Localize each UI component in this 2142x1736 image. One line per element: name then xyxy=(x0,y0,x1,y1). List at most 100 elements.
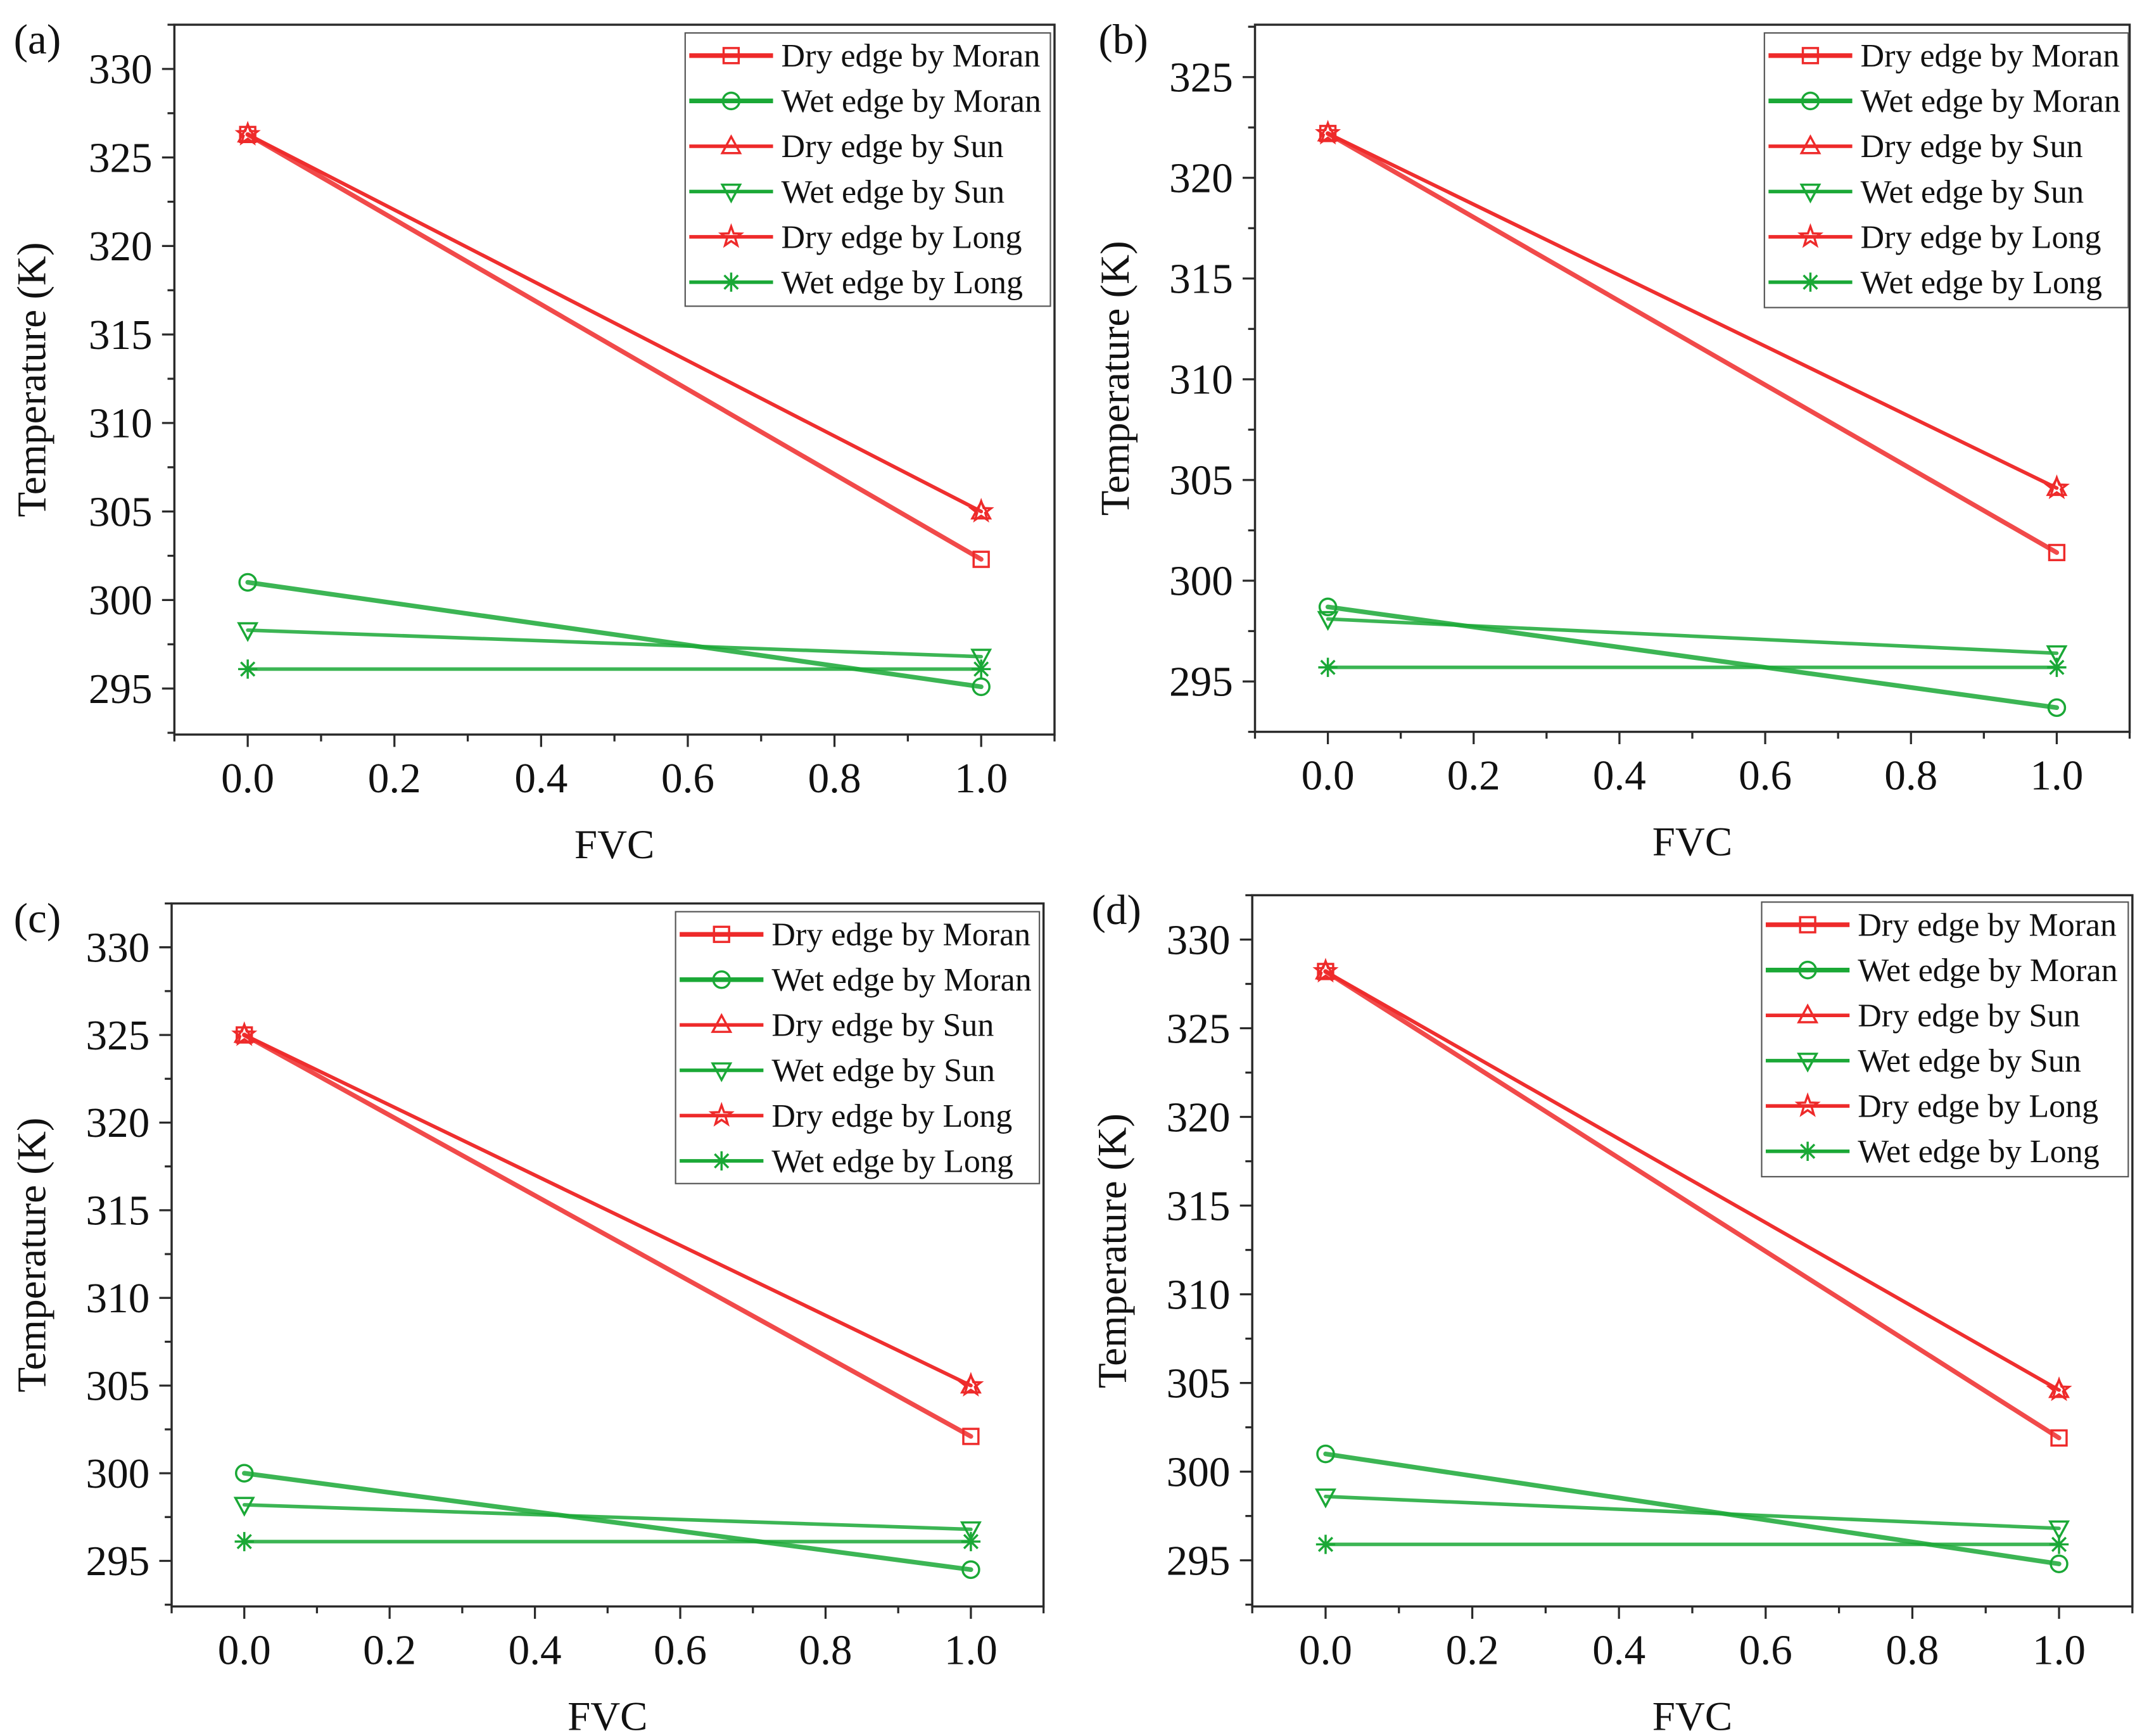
x-tick-label: 1.0 xyxy=(2030,752,2083,799)
x-tick-label: 0.4 xyxy=(1593,752,1646,799)
series-wet-edge-by-long xyxy=(234,1531,981,1552)
x-tick-label: 0.2 xyxy=(363,1626,416,1674)
series-wet-edge-by-sun xyxy=(233,1497,982,1542)
y-tick-label: 300 xyxy=(1167,1448,1231,1495)
x-tick-label: 0.0 xyxy=(221,754,274,802)
legend-entry-wet-edge-by-sun: Wet edge by Sun xyxy=(1765,1043,2081,1079)
x-tick-label: 0.2 xyxy=(368,754,421,802)
data-point-wet-edge-by-long xyxy=(238,659,258,679)
legend-swatch-marker xyxy=(1799,183,1822,204)
legend-entry-dry-edge-by-long: Dry edge by Long xyxy=(1765,1089,2098,1125)
data-point-dry-edge-by-long xyxy=(231,1021,258,1046)
y-tick-label: 325 xyxy=(1167,1004,1231,1052)
data-point-dry-edge-by-long xyxy=(2046,1376,2072,1402)
data-point-dry-edge-by-long xyxy=(2043,474,2070,500)
series-line-dry-edge-by-long xyxy=(242,1033,973,1388)
series-dry-edge-by-long xyxy=(231,1021,984,1397)
legend-entry-label: Wet edge by Sun xyxy=(1861,174,2084,210)
legend-swatch-marker xyxy=(1797,223,1824,248)
y-tick-label: 300 xyxy=(86,1450,150,1497)
legend-swatch-marker xyxy=(1797,1053,1819,1073)
data-point-dry-edge-by-long xyxy=(234,120,261,146)
legend-entry-dry-edge-by-sun: Dry edge by Sun xyxy=(689,129,1004,165)
legend-entry-label: Wet edge by Long xyxy=(1858,1134,2099,1170)
panel-label: (a) xyxy=(14,16,61,63)
legend-entry-label: Dry edge by Sun xyxy=(1858,998,2080,1034)
y-tick-label: 320 xyxy=(1169,155,1233,202)
y-tick-label: 330 xyxy=(89,46,153,93)
legend-entry-wet-edge-by-long: Wet edge by Long xyxy=(1768,265,2102,301)
legend-swatch-marker xyxy=(1801,272,1820,292)
data-point-wet-edge-by-moran xyxy=(1318,597,1338,617)
legend-box xyxy=(1763,32,2129,308)
x-tick-label: 0.0 xyxy=(218,1626,271,1674)
legend-entry-label: Dry edge by Moran xyxy=(1858,907,2117,943)
x-tick-label: 0.4 xyxy=(509,1626,562,1674)
x-tick-label: 0.8 xyxy=(799,1626,852,1674)
legend-entry-wet-edge-by-moran: Wet edge by Moran xyxy=(1765,953,2118,989)
data-point-wet-edge-by-sun xyxy=(233,1497,255,1517)
legend-swatch-marker xyxy=(712,970,731,989)
legend-entry-label: Wet edge by Long xyxy=(1861,265,2102,301)
y-tick-label: 315 xyxy=(1167,1182,1231,1229)
series-wet-edge-by-long xyxy=(1318,657,2067,677)
series-line-wet-edge-by-sun xyxy=(242,1503,973,1531)
legend-entry-label: Wet edge by Moran xyxy=(771,962,1031,998)
x-axis-label: FVC xyxy=(1652,1694,1732,1736)
x-tick-label: 0.6 xyxy=(654,1626,707,1674)
legend-swatch-marker xyxy=(1799,916,1816,934)
series-line-wet-edge-by-moran xyxy=(1323,1451,2062,1566)
data-point-dry-edge-by-moran xyxy=(972,550,990,568)
legend-swatch-marker xyxy=(718,223,744,248)
data-point-wet-edge-by-long xyxy=(961,1531,981,1552)
y-tick-label: 325 xyxy=(86,1011,150,1059)
y-axis-label: Temperature (K) xyxy=(10,242,55,517)
series-wet-edge-by-long xyxy=(238,659,991,679)
series-line-dry-edge-by-long xyxy=(1326,131,2059,490)
data-point-dry-edge-by-moran xyxy=(2050,1429,2068,1447)
legend-entry-label: Dry edge by Long xyxy=(771,1098,1012,1134)
legend-swatch-marker xyxy=(708,1101,735,1127)
data-point-wet-edge-by-moran xyxy=(238,573,257,592)
x-tick-label: 0.6 xyxy=(1739,752,1792,799)
series-wet-edge-by-moran xyxy=(1318,597,2067,718)
panel-c: 0.0 0.2 0.4 0.6 0.8 1.0 295 300 305 310 315 320 325 3… xyxy=(10,894,1045,1736)
legend-entry-label: Dry edge by Moran xyxy=(1861,38,2120,74)
y-tick-label: 320 xyxy=(86,1099,150,1146)
data-point-dry-edge-by-long xyxy=(968,498,994,523)
data-point-dry-edge-by-sun xyxy=(237,122,259,143)
data-point-wet-edge-by-moran xyxy=(961,1560,980,1580)
x-tick-label: 0.2 xyxy=(1446,1626,1499,1674)
x-tick-label: 1.0 xyxy=(944,1626,998,1674)
panel-a: 0.0 0.2 0.4 0.6 0.8 1.0 295 300 305 310 315 320 325 3… xyxy=(10,16,1056,868)
series-line-wet-edge-by-moran xyxy=(242,1471,973,1573)
y-tick-label: 330 xyxy=(86,923,150,971)
legend-entry-label: Wet edge by Long xyxy=(782,265,1023,301)
series-dry-edge-by-long xyxy=(1312,958,2072,1402)
y-tick-label: 305 xyxy=(89,488,153,535)
legend-swatch-marker xyxy=(1799,134,1822,155)
data-point-dry-edge-by-sun xyxy=(1314,960,1336,980)
y-tick-label: 295 xyxy=(86,1537,150,1585)
data-point-wet-edge-by-sun xyxy=(960,1521,982,1542)
data-point-wet-edge-by-sun xyxy=(2048,1520,2070,1541)
x-tick-label: 0.6 xyxy=(1739,1626,1792,1674)
legend-entry-dry-edge-by-moran: Dry edge by Moran xyxy=(1765,907,2117,943)
x-axis-label: FVC xyxy=(567,1694,647,1736)
legend-box xyxy=(1761,901,2129,1177)
legend-entry-dry-edge-by-long: Dry edge by Long xyxy=(689,219,1022,255)
legend-entry-dry-edge-by-long: Dry edge by Long xyxy=(680,1098,1012,1134)
legend-swatch-marker xyxy=(1801,91,1820,111)
series-line-dry-edge-by-moran xyxy=(1325,131,2060,555)
y-tick-label: 305 xyxy=(86,1362,150,1409)
series-line-wet-edge-by-moran xyxy=(1325,604,2060,711)
y-axis-label: Temperature (K) xyxy=(1090,1113,1136,1388)
series-line-wet-edge-by-sun xyxy=(246,628,983,659)
data-point-dry-edge-by-long xyxy=(1312,958,1339,983)
legend-entry-label: Dry edge by Sun xyxy=(782,129,1004,165)
legend-entry-label: Dry edge by Long xyxy=(1861,219,2101,255)
legend-entry-wet-edge-by-long: Wet edge by Long xyxy=(1765,1134,2100,1170)
legend-entry-dry-edge-by-moran: Dry edge by Moran xyxy=(1768,38,2119,74)
legend-entry-dry-edge-by-moran: Dry edge by Moran xyxy=(689,38,1040,74)
